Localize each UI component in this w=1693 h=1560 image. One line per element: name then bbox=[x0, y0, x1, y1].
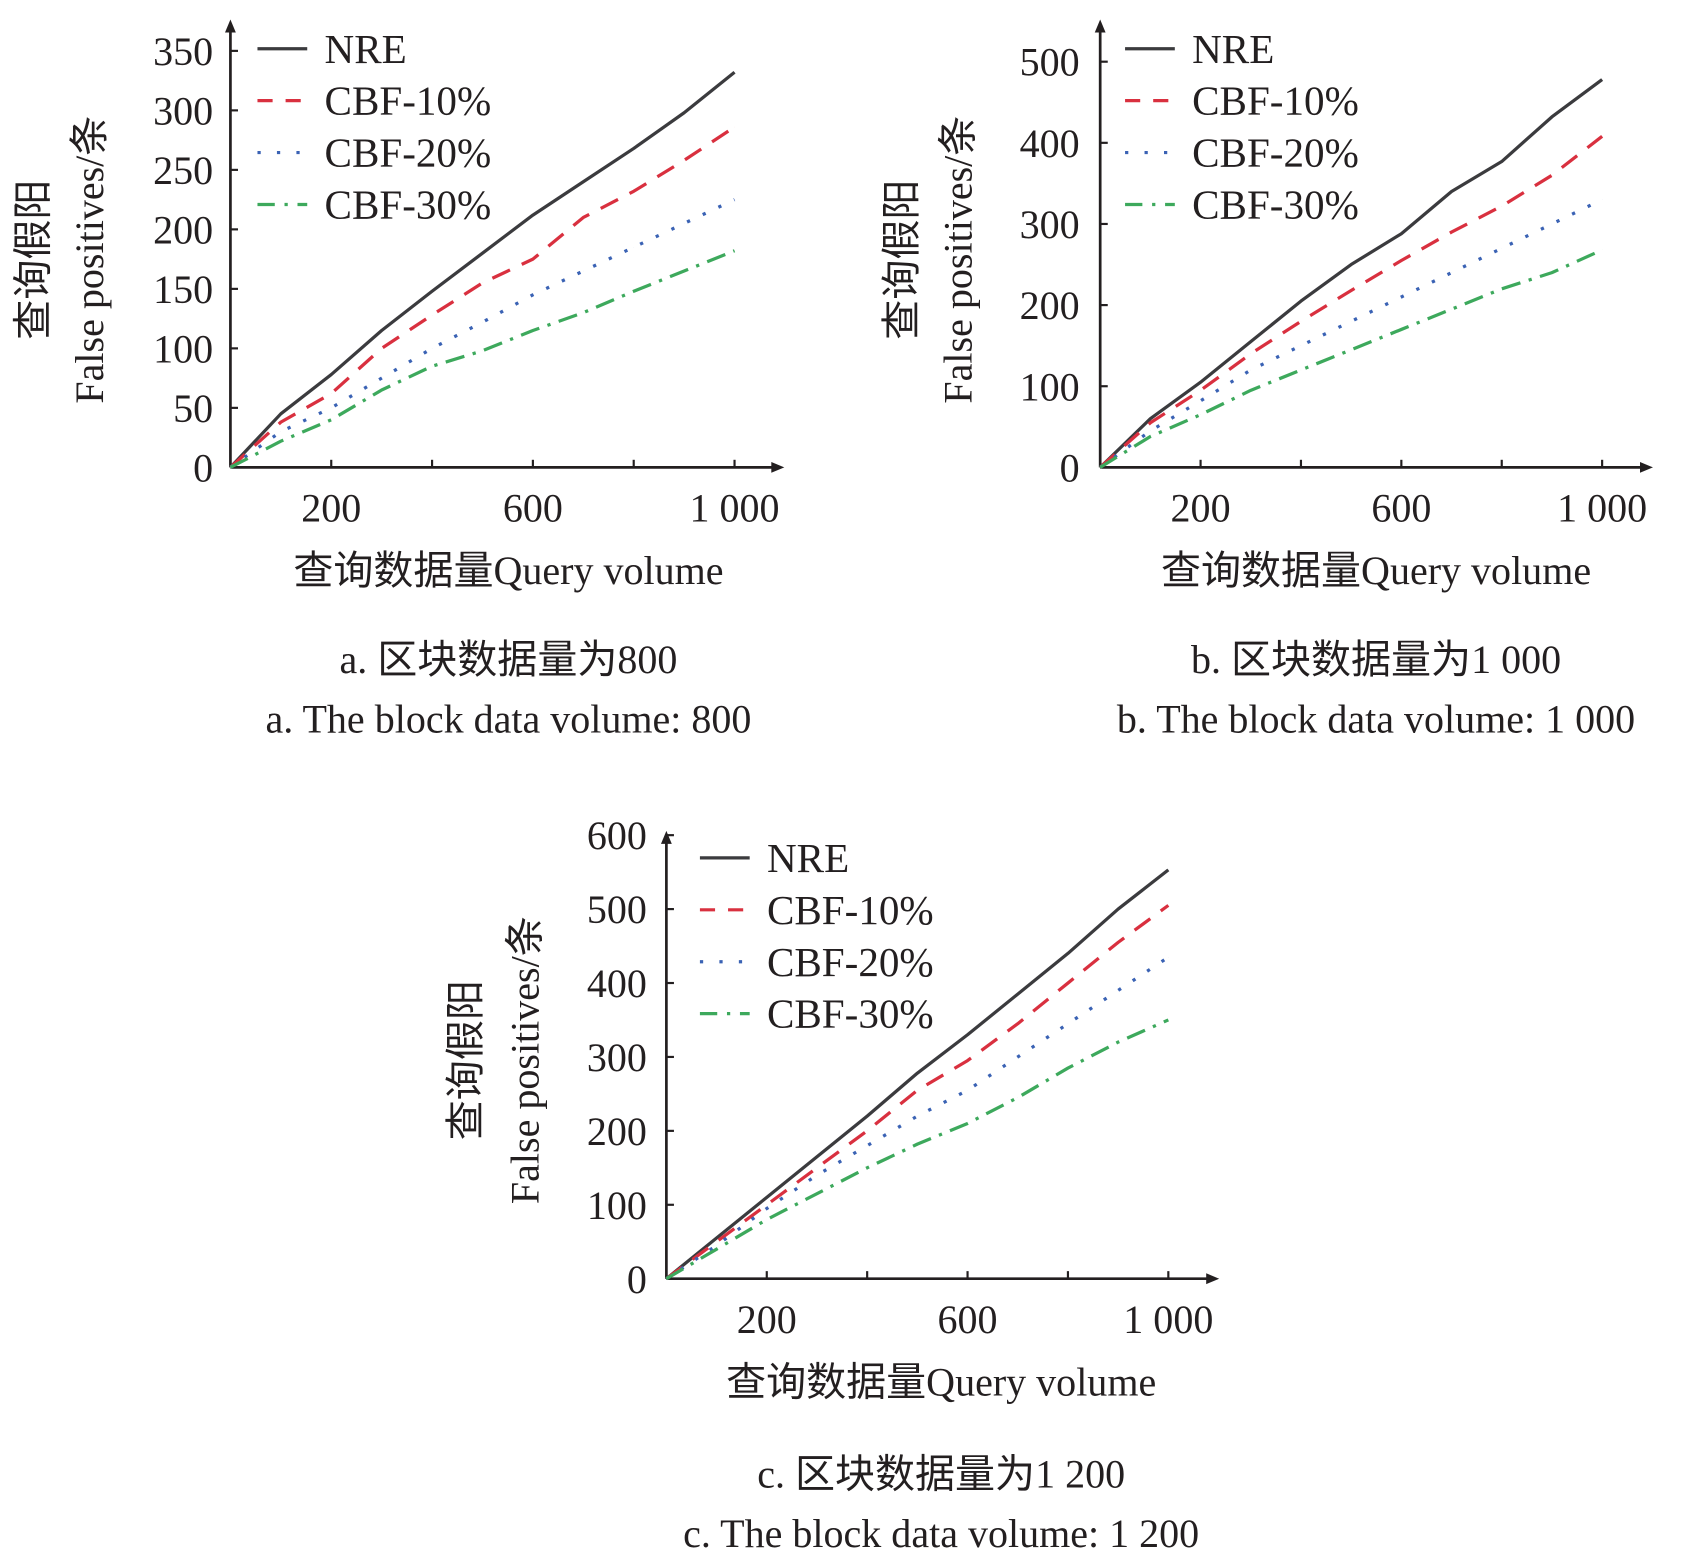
y-tick-label: 100 bbox=[587, 1183, 647, 1228]
y-axis-arrow-icon bbox=[1094, 19, 1106, 33]
legend-item: CBF-10% bbox=[1125, 78, 1359, 124]
legend-item: NRE bbox=[257, 26, 407, 72]
x-axis-label: 查询数据量Query volume bbox=[726, 1360, 1156, 1405]
y-tick-label: 100 bbox=[1020, 364, 1080, 409]
legend-item: NRE bbox=[699, 835, 849, 881]
y-tick-label: 600 bbox=[587, 813, 647, 858]
y-tick-label: 500 bbox=[587, 887, 647, 932]
x-axis-arrow-icon bbox=[771, 461, 785, 473]
legend-label: CBF-20% bbox=[325, 130, 492, 176]
series-line-cbf-30pct bbox=[1099, 248, 1603, 469]
legend-item: CBF-20% bbox=[699, 939, 934, 985]
y-tick-label: 300 bbox=[153, 88, 213, 133]
y-tick-label: 0 bbox=[627, 1257, 647, 1302]
x-tick-label: 1 000 bbox=[690, 485, 780, 530]
y-tick-label: 400 bbox=[1020, 121, 1080, 166]
x-tick-label: 200 bbox=[1171, 485, 1231, 530]
chart-a: 0 50 100 150 200 250 300 350 200 600 1 000 NRE CBF-1… bbox=[11, 19, 785, 741]
legend-label: CBF-30% bbox=[767, 991, 934, 1037]
legend-label: NRE bbox=[767, 835, 849, 881]
legend-label: NRE bbox=[325, 26, 407, 72]
x-tick-label: 200 bbox=[301, 485, 361, 530]
legend-item: NRE bbox=[1125, 26, 1274, 72]
x-axis-arrow-icon bbox=[1639, 461, 1653, 473]
caption-cn: c. 区块数据量为1 200 bbox=[757, 1451, 1125, 1496]
legend-label: CBF-30% bbox=[1192, 182, 1359, 228]
series-line-cbf-30pct bbox=[229, 249, 736, 469]
y-axis-label-cn: 查询假阳 bbox=[443, 980, 488, 1140]
y-tick-label: 50 bbox=[173, 386, 213, 431]
y-axis-label-en: False positives/条 bbox=[503, 916, 548, 1204]
y-tick-label: 350 bbox=[153, 29, 213, 74]
y-axis-arrow-icon bbox=[225, 19, 236, 33]
y-axis-label-cn: 查询假阳 bbox=[879, 180, 924, 340]
y-tick-label: 0 bbox=[193, 445, 213, 490]
caption-en: c. The block data volume: 1 200 bbox=[683, 1511, 1199, 1556]
y-tick-label: 500 bbox=[1020, 40, 1080, 85]
y-tick-label: 200 bbox=[587, 1109, 647, 1154]
legend-item: CBF-20% bbox=[257, 130, 491, 176]
legend-item: CBF-30% bbox=[699, 991, 934, 1037]
y-axis-label-en: False positives/条 bbox=[935, 116, 980, 404]
y-tick-label: 250 bbox=[153, 148, 213, 193]
caption-cn: a. 区块数据量为800 bbox=[339, 637, 677, 682]
x-tick-label: 600 bbox=[503, 485, 563, 530]
caption-en: b. The block data volume: 1 000 bbox=[1117, 696, 1635, 741]
legend-label: CBF-30% bbox=[325, 182, 492, 228]
series-line-cbf-20pct bbox=[229, 198, 736, 469]
x-tick-label: 1 000 bbox=[1123, 1297, 1213, 1342]
caption-cn: b. 区块数据量为1 000 bbox=[1191, 637, 1561, 682]
x-axis-label: 查询数据量Query volume bbox=[293, 548, 723, 593]
x-tick-label: 600 bbox=[938, 1297, 998, 1342]
legend-item: CBF-30% bbox=[1125, 182, 1359, 228]
legend-item: CBF-10% bbox=[257, 78, 491, 124]
caption-en: a. The block data volume: 800 bbox=[265, 696, 751, 741]
y-tick-label: 400 bbox=[587, 961, 647, 1006]
x-axis-label: 查询数据量Query volume bbox=[1161, 548, 1591, 593]
chart-b: 0 100 200 300 400 500 200 600 1 000 NRE CBF-10% CBF… bbox=[879, 19, 1653, 741]
legend-item: CBF-20% bbox=[1125, 130, 1359, 176]
legend-label: CBF-10% bbox=[767, 887, 934, 933]
legend-item: CBF-10% bbox=[699, 887, 934, 933]
y-tick-label: 200 bbox=[1020, 283, 1080, 328]
legend-label: CBF-20% bbox=[767, 939, 934, 985]
legend-item: CBF-30% bbox=[257, 182, 491, 228]
x-tick-label: 200 bbox=[737, 1297, 797, 1342]
x-tick-label: 1 000 bbox=[1557, 485, 1647, 530]
series-line-cbf-10pct bbox=[229, 125, 736, 469]
y-axis-label-en: False positives/条 bbox=[67, 116, 112, 404]
legend-label: CBF-20% bbox=[1192, 130, 1359, 176]
series-line-cbf-10pct bbox=[665, 904, 1170, 1281]
y-tick-label: 100 bbox=[153, 326, 213, 371]
x-axis-arrow-icon bbox=[1206, 1273, 1220, 1285]
legend-label: CBF-10% bbox=[1192, 78, 1359, 124]
y-tick-label: 200 bbox=[153, 207, 213, 252]
y-tick-label: 150 bbox=[153, 267, 213, 312]
y-axis-label-cn: 查询假阳 bbox=[11, 180, 56, 340]
y-tick-label: 300 bbox=[587, 1035, 647, 1080]
chart-c: 0 100 200 300 400 500 600 200 600 1 000 NRE CBF-10%… bbox=[443, 813, 1220, 1556]
y-tick-label: 0 bbox=[1060, 445, 1080, 490]
legend-label: CBF-10% bbox=[325, 78, 492, 124]
y-axis-arrow-icon bbox=[660, 830, 672, 844]
x-tick-label: 600 bbox=[1371, 485, 1431, 530]
legend-label: NRE bbox=[1192, 26, 1274, 72]
series-line-cbf-30pct bbox=[665, 1018, 1169, 1281]
y-tick-label: 300 bbox=[1020, 202, 1080, 247]
